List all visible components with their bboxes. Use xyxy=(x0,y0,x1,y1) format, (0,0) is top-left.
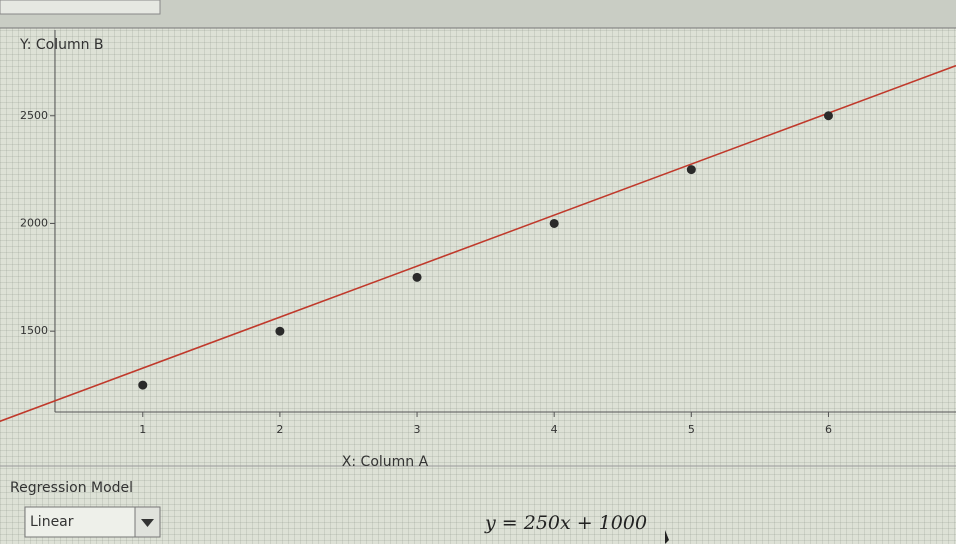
chart: Regression Model Linear y = 250x + 1000 … xyxy=(0,0,956,544)
y-tick-label: 2000 xyxy=(20,216,48,229)
data-point xyxy=(138,381,147,390)
toolbar-field[interactable] xyxy=(0,0,160,14)
x-tick-label: 2 xyxy=(276,423,283,436)
x-tick-label: 3 xyxy=(414,423,421,436)
y-tick-label: 2500 xyxy=(20,109,48,122)
x-tick-label: 1 xyxy=(139,423,146,436)
data-point xyxy=(413,273,422,282)
regression-equation: y = 250x + 1000 xyxy=(484,512,647,534)
y-axis-label: Y: Column B xyxy=(19,37,104,53)
data-point xyxy=(824,111,833,120)
y-tick-label: 1500 xyxy=(20,324,48,337)
app-window: Regression Model Linear y = 250x + 1000 … xyxy=(0,0,956,544)
x-tick-label: 5 xyxy=(688,423,695,436)
model-value: Linear xyxy=(30,514,74,530)
x-tick-label: 6 xyxy=(825,423,832,436)
x-axis-label: X: Column A xyxy=(342,454,429,470)
data-point xyxy=(687,165,696,174)
x-tick-label: 4 xyxy=(551,423,558,436)
mouse-cursor xyxy=(665,530,669,544)
data-point xyxy=(550,219,559,228)
regression-line xyxy=(0,66,956,423)
data-point xyxy=(275,327,284,336)
panel-title: Regression Model xyxy=(10,480,133,496)
